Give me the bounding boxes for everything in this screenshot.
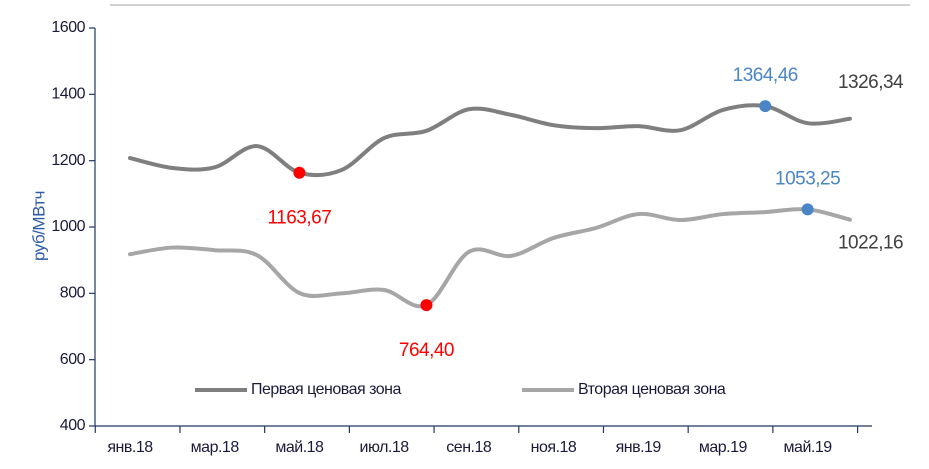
series-line [128, 103, 852, 178]
y-tick-label: 1600 [51, 19, 85, 36]
value-label: 1163,67 [268, 208, 332, 229]
series-line [128, 207, 852, 309]
x-tick-label: янв.19 [616, 439, 662, 456]
point-marker [759, 100, 772, 113]
x-tick-label: янв.18 [107, 439, 153, 456]
y-axis-title: руб/МВтч [29, 191, 48, 261]
point-marker [293, 166, 306, 179]
y-tick-label: 600 [60, 351, 86, 368]
point-marker [420, 299, 433, 312]
x-tick-label: май.18 [275, 439, 324, 456]
y-tick-label: 800 [60, 285, 86, 302]
value-label: 1364,46 [733, 65, 798, 86]
x-tick-label: мар.19 [699, 439, 748, 456]
value-label: 1022,16 [838, 233, 903, 254]
value-label: 1326,34 [838, 72, 904, 93]
y-tick-label: 1000 [51, 218, 85, 235]
x-tick-label: мар.18 [191, 439, 240, 456]
y-tick-label: 1400 [51, 86, 85, 103]
legend-label: Вторая ценовая зона [578, 381, 726, 398]
x-tick-label: сен.18 [446, 439, 492, 456]
value-label: 764,40 [399, 340, 454, 361]
legend-label: Первая ценовая зона [251, 381, 401, 398]
x-tick-label: июл.18 [360, 439, 410, 456]
x-tick-label: ноя.18 [531, 439, 577, 456]
point-marker [801, 203, 814, 216]
value-label: 1053,25 [775, 168, 840, 189]
y-tick-label: 400 [60, 417, 86, 434]
y-tick-label: 1200 [51, 152, 85, 169]
x-tick-label: май.19 [784, 439, 833, 456]
